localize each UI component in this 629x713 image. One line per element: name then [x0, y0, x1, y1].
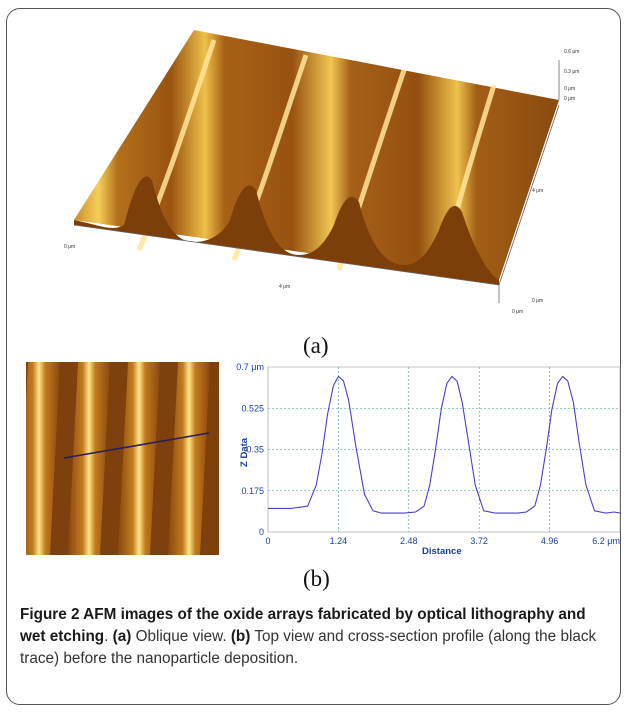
x-tick-label: 3.72 [470, 536, 488, 546]
y-tick-label: 0.35 [246, 445, 264, 455]
caption-b-text: Top view and cross-section profile (alon… [20, 628, 597, 667]
cross-section-profile-chart: 0 0.175 0.35 0.525 0.7 μm 0 1.24 2.48 3.72 4.96 6… [236, 362, 621, 557]
x-tick-label: 6.2 μm [592, 536, 620, 546]
x-axis-label: Distance [422, 546, 462, 557]
afm-surface [74, 30, 559, 280]
figure-caption: Figure 2 AFM images of the oxide arrays … [20, 604, 615, 670]
cross-section-trace [63, 432, 210, 459]
axis-y-end-label: 0 μm [532, 298, 543, 304]
x-tick-labels: 0 1.24 2.48 3.72 4.96 6.2 μm [265, 536, 620, 546]
axis-y-mid-label: 4 μm [532, 188, 543, 194]
grid-lines [268, 367, 620, 532]
x-tick-label: 4.96 [541, 536, 559, 546]
axis-x-mid-label: 4 μm [279, 284, 290, 290]
caption-a-text: Oblique view. [131, 628, 231, 645]
x-tick-label: 1.24 [330, 536, 348, 546]
axis-origin-label: 0 μm [64, 244, 75, 250]
panel-b-label: (b) [303, 566, 330, 591]
axis-z-base-label: 0 μm [564, 96, 575, 102]
afm-top-view-image [26, 362, 219, 555]
axis-z-mid-label: 0.3 μm [564, 69, 579, 75]
y-tick-label: 0.7 μm [236, 362, 264, 372]
panel-a-label: (a) [303, 333, 329, 358]
axis-z-zero-label: 0 μm [564, 86, 575, 92]
axis-x-end-label: 0 μm [512, 309, 523, 315]
y-tick-labels: 0 0.175 0.35 0.525 0.7 μm [236, 362, 264, 537]
caption-b-label: (b) [230, 628, 251, 645]
caption-a-label: (a) [112, 628, 132, 645]
afm-front-profile [74, 176, 499, 285]
y-axis-label: Z Data [239, 437, 250, 467]
afm-3d-oblique-view: 0 μm 4 μm 0 μm 4 μm 0 μm 0.6 μm 0.3 μm 0… [64, 30, 579, 315]
x-tick-label: 0 [265, 536, 270, 546]
y-tick-label: 0.175 [241, 486, 264, 496]
axis-box [73, 60, 560, 303]
oxide-stripes [26, 362, 210, 555]
y-tick-label: 0 [259, 527, 264, 537]
profile-series-line [268, 375, 621, 514]
x-tick-label: 2.48 [400, 536, 418, 546]
axis-z-top-label: 0.6 μm [564, 49, 579, 55]
caption-title: Figure 2 AFM images of the oxide arrays … [20, 606, 586, 645]
y-tick-label: 0.525 [241, 403, 264, 413]
caption-title-period: . [104, 628, 109, 645]
